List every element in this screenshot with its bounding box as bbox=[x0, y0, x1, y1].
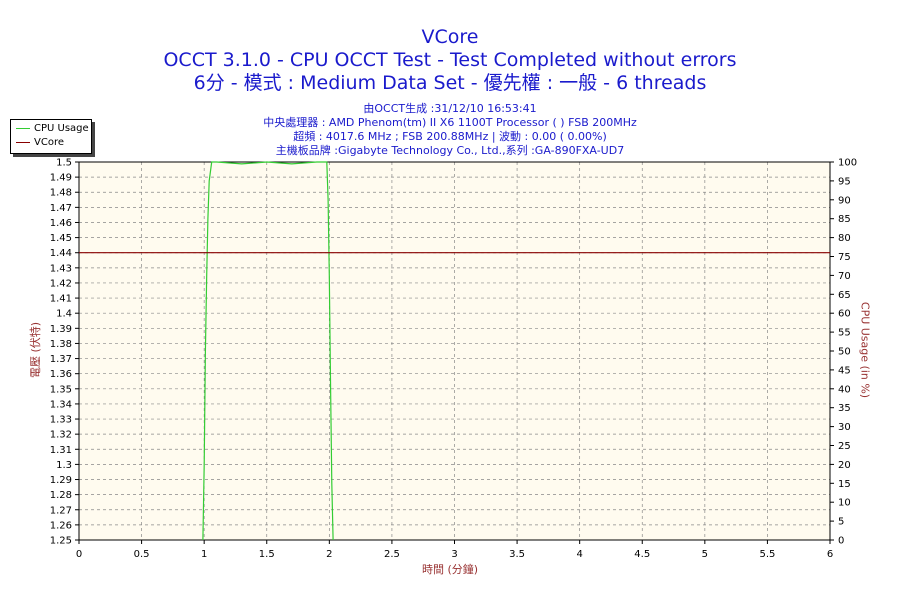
y-tick-label: 1.37 bbox=[50, 354, 72, 365]
x-tick-label: 4.5 bbox=[634, 549, 650, 560]
y-tick-label: 1.28 bbox=[50, 490, 72, 501]
legend-label-cpu-usage: CPU Usage bbox=[34, 123, 89, 134]
x-tick-label: 4 bbox=[576, 549, 582, 560]
y-tick-label: 1.42 bbox=[50, 278, 72, 289]
y2-tick-label: 45 bbox=[838, 365, 851, 376]
chart-titles: VCore OCCT 3.1.0 - CPU OCCT Test - Test … bbox=[0, 26, 900, 95]
y-tick-label: 1.46 bbox=[50, 218, 72, 229]
y-tick-label: 1.38 bbox=[50, 339, 72, 350]
x-tick-label: 2 bbox=[326, 549, 332, 560]
y-tick-label: 1.35 bbox=[50, 384, 72, 395]
legend-item-cpu-usage: CPU Usage bbox=[16, 123, 89, 137]
y2-tick-label: 30 bbox=[838, 422, 851, 433]
y-tick-label: 1.3 bbox=[56, 460, 72, 471]
x-tick-label: 3.5 bbox=[509, 549, 525, 560]
x-tick-label: 5 bbox=[702, 549, 708, 560]
y-axis-label-left: 電壓 (伏特) bbox=[29, 321, 42, 379]
y-tick-label: 1.33 bbox=[50, 415, 72, 426]
y-tick-label: 1.29 bbox=[50, 475, 72, 486]
x-tick-label: 3 bbox=[451, 549, 457, 560]
y2-tick-label: 35 bbox=[838, 403, 851, 414]
x-tick-label: 6 bbox=[827, 549, 833, 560]
y2-tick-label: 5 bbox=[838, 517, 844, 528]
legend-item-vcore: VCore bbox=[16, 137, 64, 151]
x-tick-label: 0.5 bbox=[134, 549, 150, 560]
y-tick-label: 1.27 bbox=[50, 505, 72, 516]
y-tick-label: 1.34 bbox=[50, 399, 72, 410]
info-line-generated: 由OCCT生成 :31/12/10 16:53:41 bbox=[363, 102, 537, 115]
y-tick-label: 1.44 bbox=[50, 248, 72, 259]
x-tick-label: 2.5 bbox=[384, 549, 400, 560]
x-axis-label: 時間 (分鐘) bbox=[421, 563, 479, 576]
y-tick-label: 1.25 bbox=[50, 536, 72, 547]
plot-frame bbox=[78, 161, 831, 541]
y2-tick-label: 65 bbox=[838, 290, 851, 301]
legend-label-vcore: VCore bbox=[34, 137, 64, 148]
series-lines bbox=[79, 161, 830, 541]
y2-tick-label: 60 bbox=[838, 309, 851, 320]
y2-tick-label: 55 bbox=[838, 328, 851, 339]
y2-tick-label: 95 bbox=[838, 176, 851, 187]
y-tick-label: 1.26 bbox=[50, 520, 72, 531]
y-tick-label: 1.31 bbox=[50, 445, 72, 456]
x-tick-label: 5.5 bbox=[759, 549, 775, 560]
y-tick-label: 1.5 bbox=[56, 158, 72, 169]
grid-lines bbox=[79, 162, 830, 540]
legend-swatch-vcore bbox=[16, 141, 30, 143]
axes: 1.25 1.26 1.27 1.28 1.29 1.3 1.31 1.32 1.33 1.34 1… bbox=[50, 158, 857, 561]
x-tick-label: 1 bbox=[201, 549, 207, 560]
x-tick-label: 1.5 bbox=[259, 549, 275, 560]
y-tick-label: 1.4 bbox=[56, 309, 72, 320]
y2-tick-label: 20 bbox=[838, 460, 851, 471]
y-tick-label: 1.48 bbox=[50, 188, 72, 199]
series-line-cpu-usage bbox=[202, 161, 334, 541]
info-line-motherboard: 主機板品牌 :Gigabyte Technology Co., Ltd.,系列 … bbox=[275, 144, 625, 157]
y2-tick-label: 75 bbox=[838, 252, 851, 263]
y-tick-label: 1.32 bbox=[50, 430, 72, 441]
y-tick-label: 1.41 bbox=[50, 294, 72, 305]
y-tick-label: 1.39 bbox=[50, 324, 72, 335]
y2-tick-label: 50 bbox=[838, 347, 851, 358]
y2-tick-label: 85 bbox=[838, 214, 851, 225]
chart-subtitle-2: 6分 - 模式 : Medium Data Set - 優先權 : 一般 - 6… bbox=[193, 72, 707, 94]
y-axis-label-right: CPU Usage (in %) bbox=[858, 301, 872, 399]
y-tick-label: 1.45 bbox=[50, 233, 72, 244]
y-tick-label: 1.47 bbox=[50, 203, 72, 214]
system-info: 由OCCT生成 :31/12/10 16:53:41 中央處理器 : AMD P… bbox=[0, 102, 900, 158]
chart-subtitle: OCCT 3.1.0 - CPU OCCT Test - Test Comple… bbox=[163, 49, 737, 71]
legend: CPU Usage VCore bbox=[10, 119, 92, 154]
y2-tick-label: 70 bbox=[838, 271, 851, 282]
y2-tick-label: 90 bbox=[838, 195, 851, 206]
legend-swatch-cpu-usage bbox=[16, 127, 30, 129]
chart-title: VCore bbox=[421, 26, 479, 48]
y2-tick-label: 40 bbox=[838, 384, 851, 395]
x-tick-label: 0 bbox=[76, 549, 82, 560]
y2-tick-label: 10 bbox=[838, 498, 851, 509]
y-tick-label: 1.43 bbox=[50, 263, 72, 274]
y-tick-label: 1.36 bbox=[50, 369, 72, 380]
y2-tick-label: 100 bbox=[838, 158, 857, 169]
y2-tick-label: 0 bbox=[838, 536, 844, 547]
info-line-overclock: 超頻 : 4017.6 MHz ; FSB 200.88MHz | 波動 : 0… bbox=[293, 130, 607, 143]
y-tick-label: 1.49 bbox=[50, 173, 72, 184]
y2-tick-label: 80 bbox=[838, 233, 851, 244]
info-line-cpu: 中央處理器 : AMD Phenom(tm) II X6 1100T Proce… bbox=[263, 116, 637, 129]
y2-tick-label: 25 bbox=[838, 441, 851, 452]
y2-tick-label: 15 bbox=[838, 479, 851, 490]
